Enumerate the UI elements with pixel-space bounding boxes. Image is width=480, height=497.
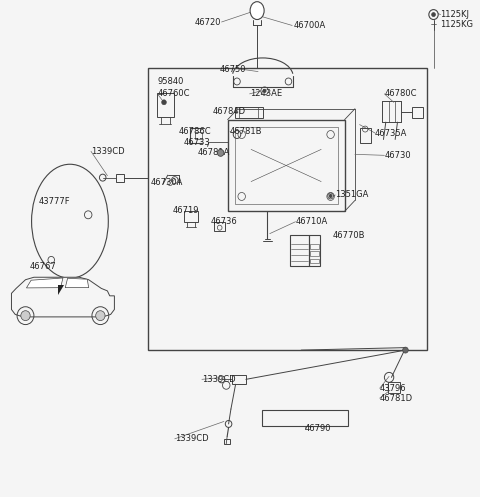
Bar [310,251,319,256]
Text: 46780C: 46780C [384,89,417,98]
Polygon shape [26,278,63,288]
Bar [310,244,319,248]
Circle shape [329,194,332,197]
Polygon shape [58,285,64,295]
Text: 1243AE: 1243AE [250,89,282,98]
Text: 46781D: 46781D [380,394,413,403]
Bar [148,68,427,350]
Bar [224,439,230,444]
Circle shape [96,311,105,321]
Ellipse shape [250,1,264,19]
Text: 46750: 46750 [220,65,246,74]
Text: 1339CD: 1339CD [202,375,236,384]
Text: 1351GA: 1351GA [335,190,369,199]
Text: 46760C: 46760C [157,89,190,98]
Text: 46733: 46733 [183,138,210,147]
Circle shape [21,311,30,321]
Circle shape [432,12,435,16]
Text: 46736: 46736 [210,217,237,226]
Text: 46790: 46790 [305,424,331,433]
Bar [309,235,320,266]
Text: 43796: 43796 [380,384,407,393]
Text: 46781A: 46781A [197,148,229,158]
Text: 46720: 46720 [195,17,222,26]
Bar [290,235,309,266]
Bar [360,128,372,143]
Circle shape [403,347,408,353]
Bar [262,410,348,426]
Text: 46770B: 46770B [333,231,365,240]
Circle shape [217,150,224,157]
Bar [116,173,124,181]
Text: 46730A: 46730A [150,177,183,186]
Text: 46710A: 46710A [296,217,328,226]
Text: 46786C: 46786C [179,127,211,136]
Text: 1339CD: 1339CD [91,147,125,156]
Text: 95840: 95840 [157,78,184,86]
Ellipse shape [32,164,108,278]
Polygon shape [65,278,89,288]
Text: 46719: 46719 [173,206,199,215]
Text: 46767: 46767 [30,262,57,271]
Bar [184,211,198,222]
Bar [388,382,400,393]
Bar [235,127,337,204]
Bar [310,259,319,263]
Text: 46784D: 46784D [212,107,245,116]
Text: 43777F: 43777F [39,197,71,206]
Bar [214,222,225,231]
Text: 1339CD: 1339CD [175,434,208,443]
Text: 46735A: 46735A [375,129,408,138]
Circle shape [162,100,167,105]
Text: 1125KJ: 1125KJ [441,10,469,19]
Bar [157,93,174,117]
Text: 46700A: 46700A [293,21,325,30]
Bar [235,107,263,118]
Bar [195,132,202,140]
Bar [232,375,246,384]
Polygon shape [12,277,114,317]
Text: 1125KG: 1125KG [441,20,474,29]
Text: 46781B: 46781B [230,127,263,136]
Text: 46730: 46730 [384,151,411,160]
Bar [412,107,423,118]
Bar [228,120,345,211]
Circle shape [263,89,266,92]
